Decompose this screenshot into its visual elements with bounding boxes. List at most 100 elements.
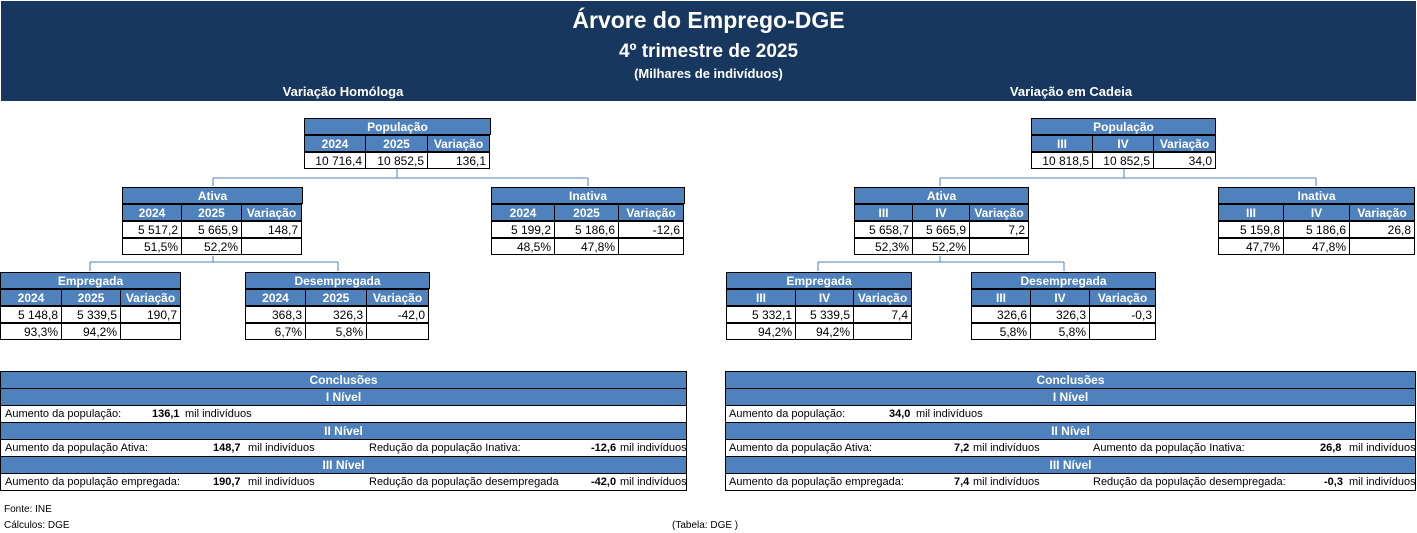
value-cell: 5 148,8 [0,306,62,323]
conclusion-value: 7,2 [954,442,970,454]
value-cell: 5 186,6 [554,221,619,238]
right-ativa-box: Ativa III IV Variação 5 658,7 5 665,9 7,… [854,187,1029,255]
empty-cell [366,323,429,340]
report-unit: (Milhares de indivíduos) [634,66,783,81]
percent-cell: 93,3% [0,323,62,340]
col-header: 2024 [122,204,182,221]
value-cell: 326,3 [1030,306,1090,323]
value-cell: 7,4 [853,306,912,323]
value-cell: 5 186,6 [1283,221,1350,238]
col-header: Variação [1153,135,1216,152]
value-cell: 5 159,8 [1218,221,1284,238]
col-header: 2025 [554,204,619,221]
conclusion-value: 190,7 [213,476,241,488]
conclusion-value: -42,0 [591,476,617,488]
level-2-line: Aumento da população Ativa: 7,2 mil indi… [725,439,1416,457]
col-header: III [1218,204,1284,221]
percent-cell: 5,8% [1030,323,1090,340]
box-title: Empregada [0,272,181,289]
level-1-line: Aumento da população: 136,1 mil indivídu… [0,405,687,423]
conclusion-value: -0,3 [1324,476,1343,488]
level-2-line: Aumento da população Ativa: 148,7 mil in… [0,439,687,457]
col-header: IV [1092,135,1154,152]
value-cell: 5 665,9 [181,221,242,238]
value-cell: 10 716,4 [304,152,366,169]
value-cell: 5 665,9 [912,221,970,238]
right-populacao-box: População III IV Variação 10 818,5 10 85… [1031,118,1216,169]
level-3-header: III Nível [725,456,1416,474]
conclusion-label: Aumento da população: [729,408,846,420]
level-2-header: II Nível [0,422,687,440]
col-header: III [1031,135,1093,152]
percent-cell: 94,2% [795,323,854,340]
value-cell: 26,8 [1349,221,1415,238]
col-header: Variação [618,204,684,221]
col-header: Variação [1349,204,1415,221]
conclusion-value: 7,4 [954,476,970,488]
box-title: Inativa [491,187,685,204]
col-header: III [971,289,1031,306]
right-inativa-box: Inativa III IV Variação 5 159,8 5 186,6 … [1218,187,1415,255]
percent-cell: 5,8% [971,323,1031,340]
percent-cell: 52,2% [912,238,970,255]
col-header: Variação [969,204,1029,221]
value-cell: 148,7 [241,221,302,238]
conclusion-unit: mil indivíduos [1349,476,1416,488]
empty-cell [1349,238,1415,255]
percent-cell: 51,5% [122,238,182,255]
col-header: Variação [1089,289,1156,306]
conclusion-unit: mil indivíduos [1349,442,1416,454]
report-header: Árvore do Emprego-DGE 4º trimestre de 20… [1,1,1416,101]
value-cell: 326,6 [971,306,1031,323]
footer-source: Fonte: INE [4,504,52,515]
empty-cell [969,238,1029,255]
col-header: III [854,204,913,221]
level-1-header: I Nível [725,388,1416,406]
box-title: Desempregada [971,272,1156,289]
report-subtitle: 4º trimestre de 2025 [618,41,799,62]
level-1-line: Aumento da população: 34,0 mil indivíduo… [725,405,1416,423]
conclusion-unit: mil indivíduos [973,476,1040,488]
percent-cell: 94,2% [61,323,121,340]
left-desempregada-box: Desempregada 2024 2025 Variação 368,3 32… [245,272,430,340]
value-cell: 10 852,5 [365,152,428,169]
conclusion-value: 26,8 [1320,442,1342,454]
conclusion-label: Aumento da população empregada: [729,476,904,488]
col-header: 2024 [304,135,366,152]
percent-cell: 94,2% [726,323,796,340]
value-cell: -42,0 [366,306,429,323]
value-cell: 5 339,5 [795,306,854,323]
conclusion-label: Aumento da população Inativa: [1093,442,1245,454]
left-empregada-box: Empregada 2024 2025 Variação 5 148,8 5 3… [0,272,181,340]
value-cell: 5 658,7 [854,221,913,238]
conclusion-value: -12,6 [591,442,617,454]
col-header: 2025 [365,135,428,152]
left-ativa-box: Ativa 2024 2025 Variação 5 517,2 5 665,9… [122,187,303,255]
conclusion-unit: mil indivíduos [248,476,315,488]
right-conclusions: Conclusões I Nível Aumento da população:… [725,371,1416,491]
level-3-header: III Nível [0,456,687,474]
left-populacao-box: População 2024 2025 Variação 10 716,4 10… [304,118,491,169]
percent-cell: 6,7% [245,323,306,340]
box-title: Inativa [1218,187,1415,204]
percent-cell: 5,8% [305,323,367,340]
col-header: 2025 [305,289,367,306]
value-cell: 5 199,2 [491,221,555,238]
percent-cell: 48,5% [491,238,555,255]
footer-table-credit: (Tabela: DGE ) [672,520,739,531]
empty-cell [1089,323,1156,340]
conclusion-unit: mil indivíduos [620,442,687,454]
conclusion-value: 136,1 [152,408,180,420]
section-title-cadeia: Variação em Cadeia [1009,84,1133,99]
level-1-header: I Nível [0,388,687,406]
percent-cell: 52,2% [181,238,242,255]
empty-cell [120,323,181,340]
empty-cell [618,238,684,255]
value-cell: -0,3 [1089,306,1156,323]
percent-cell: 52,3% [854,238,913,255]
left-conclusions: Conclusões I Nível Aumento da população:… [0,371,687,491]
conclusion-label: Aumento da população Ativa: [5,442,149,454]
col-header: IV [912,204,970,221]
conclusion-label: Aumento da população: [5,408,122,420]
left-inativa-box: Inativa 2024 2025 Variação 5 199,2 5 186… [491,187,685,255]
